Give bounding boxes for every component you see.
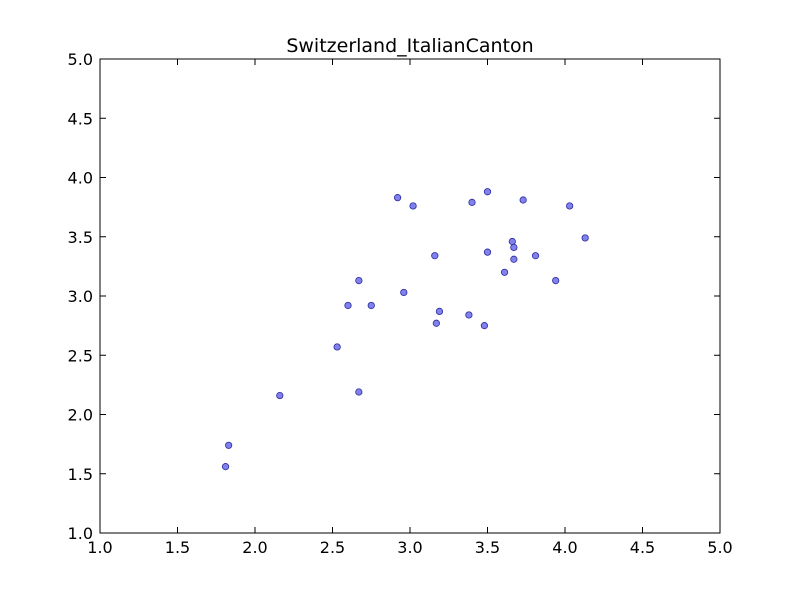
x-tick-label: 5.0 xyxy=(707,538,732,557)
scatter-point xyxy=(333,343,341,351)
scatter-point xyxy=(483,248,492,256)
x-tick-label: 4.5 xyxy=(630,538,655,557)
chart-title: Switzerland_ItalianCanton xyxy=(286,35,533,57)
y-tick-label: 2.5 xyxy=(68,346,93,365)
scatter-point xyxy=(566,202,574,210)
scatter-point xyxy=(552,276,560,285)
axis-ticks: 1.0 1.5 2.0 2.5 3.0 3.5 4.0 4.5 5.0 1.0 1.5 2.0 2.5 3… xyxy=(68,50,733,557)
scatter-point xyxy=(393,194,402,202)
scatter-point xyxy=(409,202,417,210)
scatter-point xyxy=(519,196,527,204)
x-tick-label: 1.5 xyxy=(165,538,190,557)
y-tick-label: 1.0 xyxy=(68,524,93,543)
scatter-point xyxy=(465,311,473,319)
y-tick-label: 4.5 xyxy=(68,109,93,128)
scatter-point xyxy=(581,234,589,242)
y-tick-label: 3.5 xyxy=(68,228,93,247)
scatter-point xyxy=(483,188,492,196)
scatter-point xyxy=(508,237,516,246)
y-tick-label: 3.0 xyxy=(68,287,93,306)
scatter-point xyxy=(276,391,284,400)
scatter-point xyxy=(431,252,439,260)
x-tick-label: 2.5 xyxy=(320,538,345,557)
x-tick-label: 3.5 xyxy=(475,538,500,557)
scatter-point xyxy=(400,288,408,297)
scatter-point xyxy=(468,198,476,206)
y-tick-label: 5.0 xyxy=(68,50,93,69)
scatter-point xyxy=(510,255,518,263)
scatter-point xyxy=(480,322,488,330)
scatter-point xyxy=(355,388,363,396)
scatter-point xyxy=(510,243,518,252)
scatter-point xyxy=(355,276,363,285)
x-tick-label: 4.0 xyxy=(552,538,577,557)
scatter-point xyxy=(221,463,230,471)
x-tick-label: 2.0 xyxy=(242,538,267,557)
y-tick-label: 2.0 xyxy=(68,406,93,425)
y-tick-label: 1.5 xyxy=(68,465,93,484)
x-tick-label: 3.0 xyxy=(397,538,422,557)
data-points xyxy=(221,188,589,471)
scatter-point xyxy=(432,319,440,327)
scatter-point xyxy=(500,268,509,276)
scatter-point xyxy=(367,301,375,310)
x-tick-label: 1.0 xyxy=(87,538,112,557)
scatter-point xyxy=(531,252,540,260)
scatter-point xyxy=(435,307,444,316)
scatter-point xyxy=(344,301,352,310)
scatter-point xyxy=(225,441,233,449)
plot-frame xyxy=(99,58,721,534)
y-tick-label: 4.0 xyxy=(68,169,93,188)
